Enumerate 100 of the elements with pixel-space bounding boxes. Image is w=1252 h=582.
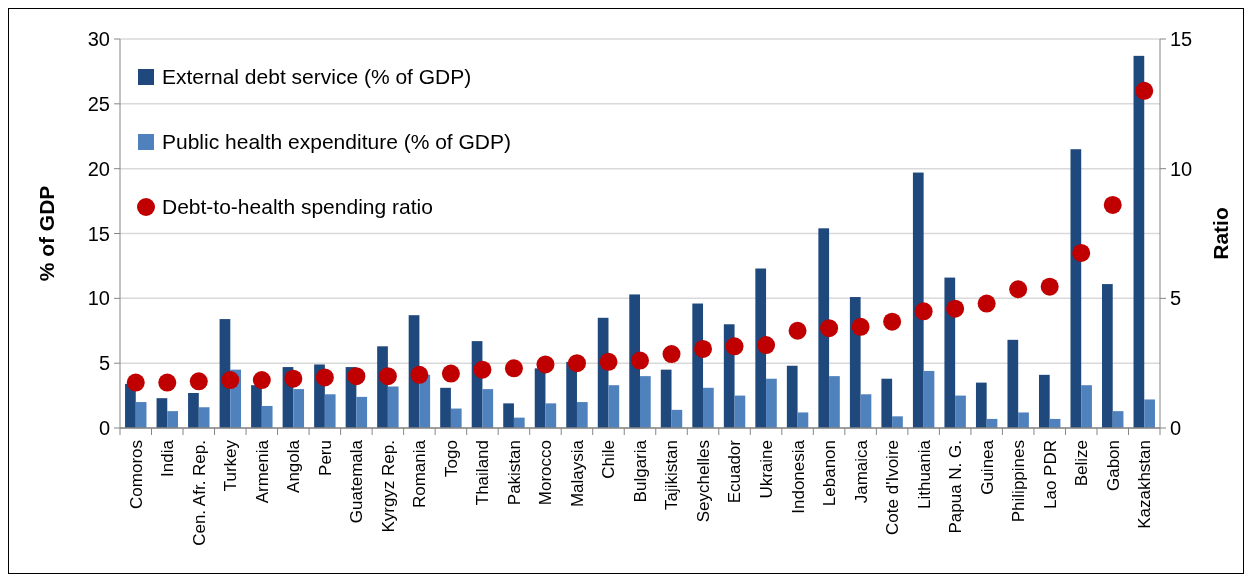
point xyxy=(284,369,303,388)
y-tick-label: 20 xyxy=(87,157,110,180)
point xyxy=(757,336,776,355)
point xyxy=(221,371,240,390)
point xyxy=(662,345,681,364)
bar xyxy=(324,394,336,428)
x-tick-label: Malaysia xyxy=(567,439,587,508)
bar xyxy=(251,385,262,428)
bar xyxy=(356,396,368,428)
y-tick-label: 10 xyxy=(87,287,110,310)
x-tick-label: Pakistan xyxy=(504,440,524,506)
y2-tick-label: 5 xyxy=(1170,287,1182,310)
bar xyxy=(766,378,777,428)
bar xyxy=(545,403,557,428)
bar xyxy=(944,277,956,428)
bar xyxy=(892,416,903,428)
bar xyxy=(849,297,861,428)
x-tick-label: Indonesia xyxy=(788,439,808,514)
bar xyxy=(860,394,872,428)
bar xyxy=(923,370,935,428)
point xyxy=(252,371,271,390)
bar xyxy=(629,294,640,428)
x-tick-label: Togo xyxy=(441,440,461,477)
bar xyxy=(167,411,178,428)
point xyxy=(977,294,996,313)
bar xyxy=(482,389,494,428)
x-tick-label: Cen. Afr. Rep. xyxy=(189,440,209,546)
x-tick-label: Belize xyxy=(1072,440,1092,487)
y-tick-label: 15 xyxy=(87,222,110,245)
point xyxy=(347,367,366,386)
x-tick-label: Ecuador xyxy=(725,439,745,504)
point xyxy=(315,368,334,387)
point xyxy=(914,302,933,321)
bar xyxy=(786,365,798,428)
x-tick-label: Peru xyxy=(315,440,335,476)
point xyxy=(599,352,618,371)
bar xyxy=(503,403,514,428)
x-tick-label: Tajikistan xyxy=(662,440,682,510)
point xyxy=(1103,195,1122,214)
bar xyxy=(198,407,210,428)
bar xyxy=(156,398,168,428)
bar xyxy=(1144,399,1155,428)
x-tick-label: Philippines xyxy=(1009,440,1029,523)
x-tick-label: Thailand xyxy=(473,440,493,506)
x-tick-label: India xyxy=(158,439,178,477)
x-tick-label: Angola xyxy=(284,439,304,493)
x-tick-label: Morocco xyxy=(536,440,556,506)
point xyxy=(694,339,713,358)
x-tick-label: Comoros xyxy=(126,440,146,509)
y2-axis-title: Ratio xyxy=(1209,207,1232,260)
bar xyxy=(797,412,809,428)
legend-label: External debt service (% of GDP) xyxy=(162,65,472,89)
bar xyxy=(440,387,451,428)
legend-label: Debt-to-health spending ratio xyxy=(162,195,433,219)
point xyxy=(1009,280,1028,299)
x-tick-label: Guinea xyxy=(977,439,997,495)
point xyxy=(441,364,460,383)
bar xyxy=(912,172,924,428)
bar xyxy=(829,376,840,428)
bar xyxy=(576,402,588,428)
bar xyxy=(387,386,399,428)
y-tick-label: 5 xyxy=(98,352,110,375)
point xyxy=(126,373,145,392)
bar xyxy=(881,378,893,428)
x-tick-label: Cote d'Ivoire xyxy=(883,440,903,535)
point xyxy=(725,337,744,356)
bar xyxy=(188,392,199,428)
point xyxy=(536,355,555,374)
bar xyxy=(640,376,651,428)
bar xyxy=(293,389,305,428)
bar xyxy=(660,369,672,428)
bar xyxy=(1038,374,1050,428)
bar xyxy=(1018,412,1029,428)
bar xyxy=(1070,149,1082,428)
point xyxy=(1135,81,1154,100)
bar xyxy=(608,385,620,428)
y2-tick-label: 15 xyxy=(1170,28,1193,50)
point xyxy=(410,365,429,384)
x-tick-label: Chile xyxy=(599,440,619,479)
bar xyxy=(135,402,147,428)
x-tick-label: Lao PDR xyxy=(1040,440,1060,509)
x-tick-label: Ukraine xyxy=(757,440,777,499)
x-tick-label: Lithuania xyxy=(914,439,934,510)
bar xyxy=(975,382,987,428)
y2-tick-label: 0 xyxy=(1170,417,1182,439)
point xyxy=(883,312,902,331)
bar xyxy=(818,228,830,428)
x-tick-label: Turkey xyxy=(221,439,241,492)
point xyxy=(189,372,208,391)
y-tick-label: 25 xyxy=(87,92,110,115)
point xyxy=(1072,243,1091,262)
point xyxy=(158,373,177,392)
x-tick-label: Kyrgyz Rep. xyxy=(378,440,398,533)
x-tick-label: Bulgaria xyxy=(630,439,650,503)
point xyxy=(473,360,492,379)
y-tick-label: 0 xyxy=(98,417,110,439)
bar xyxy=(1081,385,1092,428)
y-axis-title: % of GDP xyxy=(35,185,58,282)
bar xyxy=(1133,55,1145,428)
point xyxy=(1040,277,1059,296)
